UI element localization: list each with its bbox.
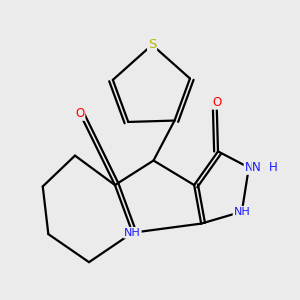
Text: S: S bbox=[148, 38, 156, 51]
Text: N: N bbox=[252, 161, 261, 174]
Text: O: O bbox=[75, 107, 85, 120]
Text: H: H bbox=[268, 161, 277, 174]
Text: N: N bbox=[244, 161, 253, 174]
Text: NH: NH bbox=[124, 228, 141, 238]
Text: O: O bbox=[212, 96, 221, 109]
Text: NH: NH bbox=[233, 207, 250, 217]
